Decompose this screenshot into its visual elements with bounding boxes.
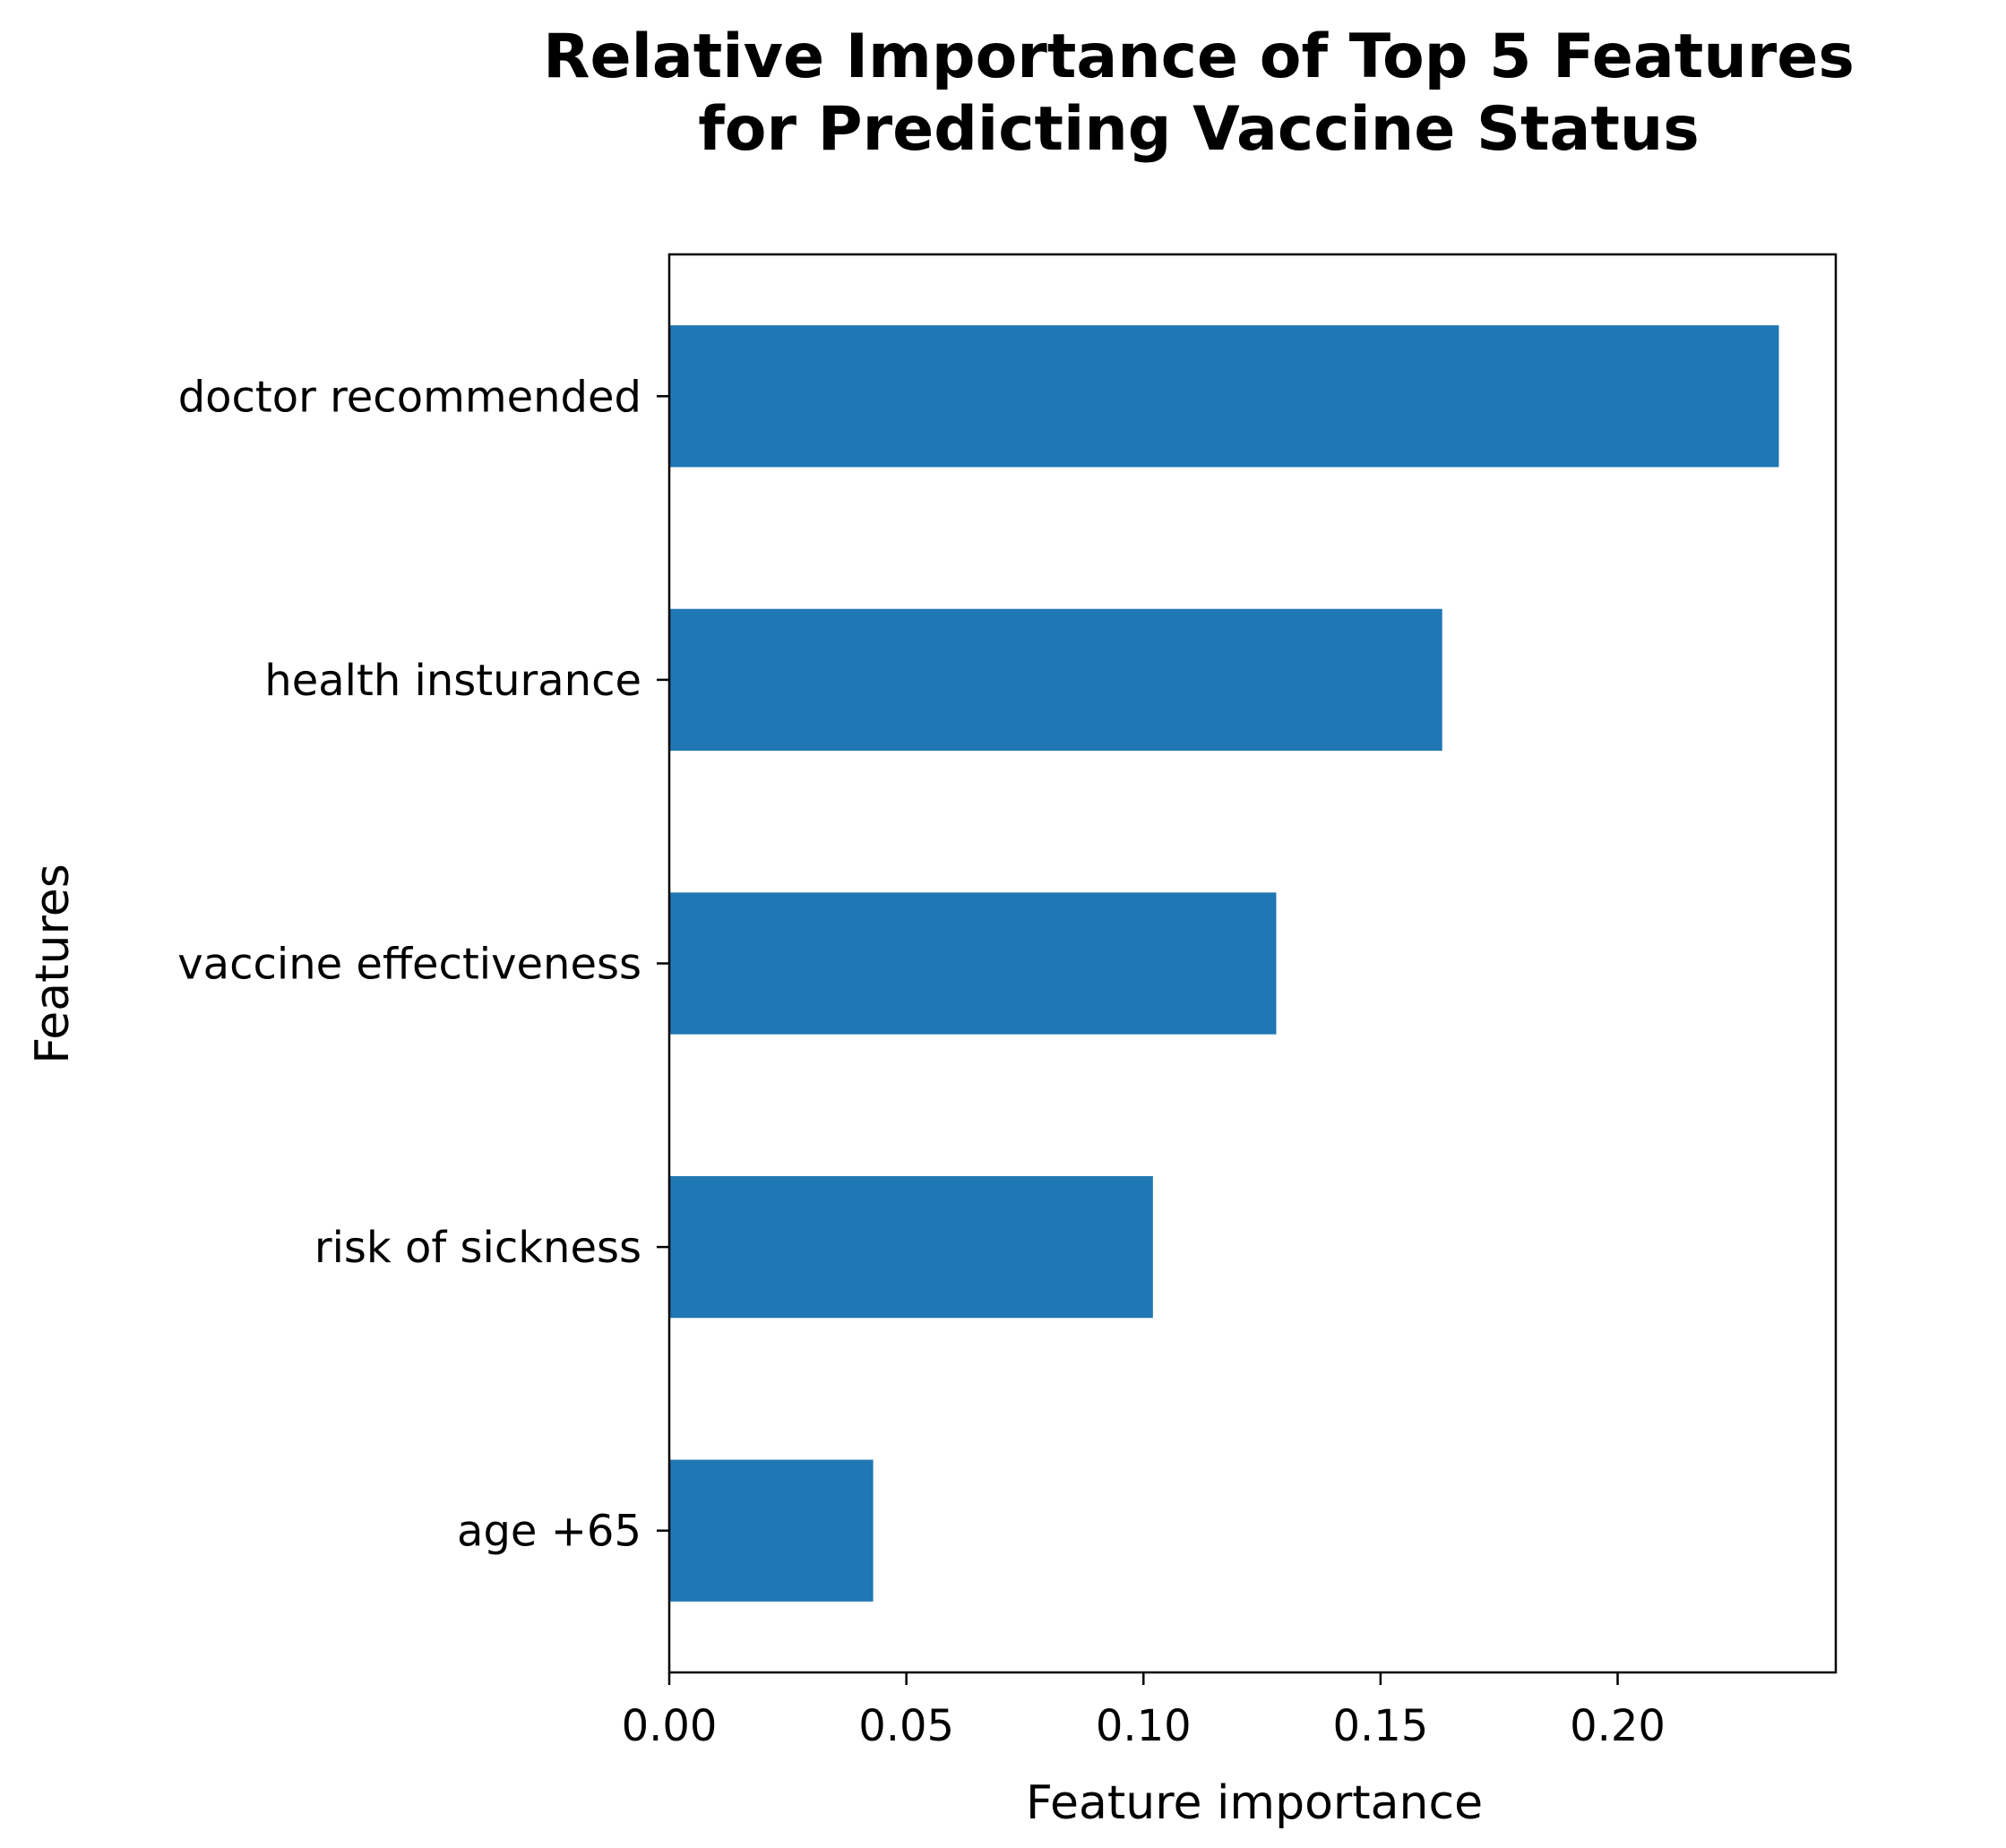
bar-doctor-recommended xyxy=(669,325,1779,468)
y-tick-label: age +65 xyxy=(457,1507,641,1557)
bar-risk-of-sickness xyxy=(669,1175,1153,1319)
y-tick-label: health insturance xyxy=(264,656,641,706)
x-tick-label: 0.20 xyxy=(1570,1701,1666,1751)
chart-title-line-1: Relative Importance of Top 5 Features xyxy=(543,21,1855,92)
y-tick-label: vaccine effectiveness xyxy=(177,940,641,990)
bar-vaccine-effectiveness xyxy=(669,892,1277,1035)
y-tick-label: doctor recommended xyxy=(178,372,641,422)
x-axis-label: Feature importance xyxy=(1026,1776,1483,1830)
chart-title-line-2: for Predicting Vaccine Status xyxy=(698,94,1700,165)
plot-frame xyxy=(667,253,1838,1674)
x-tick-label: 0.00 xyxy=(622,1701,718,1751)
y-tick-label: risk of sickness xyxy=(314,1223,641,1273)
x-tick-label: 0.15 xyxy=(1332,1701,1428,1751)
bar-age-65 xyxy=(669,1459,874,1602)
x-tick-label: 0.10 xyxy=(1096,1701,1192,1751)
bar-health-insturance xyxy=(669,608,1442,752)
x-axis-ticks: 0.00 0.05 0.10 0.15 0.20 xyxy=(622,1672,1666,1751)
x-tick-label: 0.05 xyxy=(858,1701,954,1751)
y-axis-ticks: doctor recommended health insturance vacci… xyxy=(177,372,669,1557)
bars-group xyxy=(669,325,1779,1602)
y-axis-label: Features xyxy=(26,864,80,1064)
